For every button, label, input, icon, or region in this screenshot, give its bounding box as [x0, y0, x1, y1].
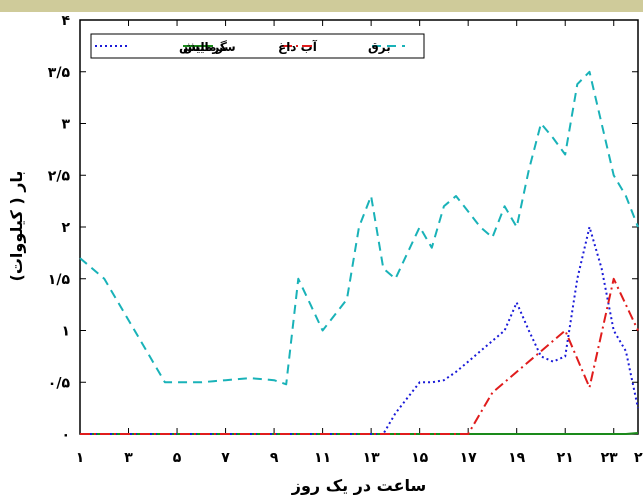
legend-label: گرمایش — [179, 40, 227, 54]
y-tick-label: ۲ — [61, 220, 70, 236]
y-tick-label: ۰/۵ — [48, 375, 71, 391]
x-tick-label: ۹ — [270, 450, 279, 466]
x-axis-label: ساعت در یک روز — [291, 476, 427, 495]
legend-label: برق — [368, 40, 391, 54]
x-tick-label: ۲۴ — [634, 450, 643, 466]
y-tick-label: ۱/۵ — [48, 272, 71, 288]
x-tick-label: ۲۳ — [601, 450, 619, 466]
series-line — [80, 226, 639, 435]
x-tick-label: ۳ — [124, 450, 133, 466]
x-tick-label: ۱۷ — [460, 450, 478, 466]
legend-label: آب داغ — [278, 39, 318, 54]
y-tick-label: ۰ — [61, 427, 70, 443]
plot-frame — [79, 19, 639, 435]
y-axis: ۰ ۰/۵ ۱ ۱/۵ ۲ ۲/۵ ۳ ۳/۵ ۴ — [48, 13, 638, 443]
x-axis: ۱۳۵۷۹۱۱۱۳۱۵۱۷۱۹۲۱۲۳۲۴ — [76, 20, 643, 466]
series-layer — [79, 70, 639, 435]
y-tick-label: ۳/۵ — [48, 65, 71, 81]
x-tick-label: ۲۱ — [557, 450, 574, 466]
x-tick-label: ۵ — [173, 450, 182, 466]
x-tick-label: ۱۱ — [314, 450, 331, 466]
legend-box — [90, 33, 425, 59]
x-tick-label: ۷ — [221, 450, 230, 466]
y-tick-label: ۲/۵ — [48, 168, 71, 184]
x-tick-label: ۱ — [76, 450, 85, 466]
series-line — [79, 70, 639, 386]
top-border-band — [0, 0, 643, 12]
y-tick-label: ۱ — [61, 324, 70, 340]
y-tick-label: ۳ — [61, 117, 70, 133]
x-tick-label: ۱۹ — [508, 450, 526, 466]
series-line — [80, 277, 639, 435]
series-line — [80, 432, 639, 435]
legend-label: سرمایش — [183, 40, 236, 54]
x-tick-label: ۱۵ — [411, 450, 429, 466]
x-tick-label: ۱۳ — [363, 450, 381, 466]
y-tick-label: ۴ — [61, 13, 70, 29]
y-axis-label: بار ( کیلووات) — [7, 171, 26, 282]
